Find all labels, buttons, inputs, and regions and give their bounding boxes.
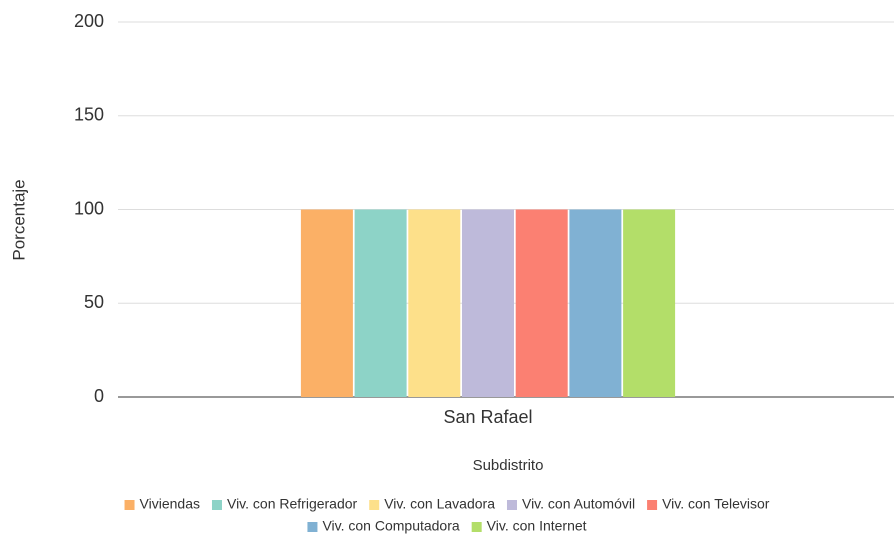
- legend-item: Viviendas: [124, 496, 200, 512]
- x-axis-label: Subdistrito: [473, 457, 544, 474]
- legend-item: Viv. con Computadora: [307, 518, 460, 534]
- legend-item: Viv. con Televisor: [647, 496, 770, 512]
- legend-label: Viv. con Internet: [487, 518, 587, 534]
- legend-swatch: [471, 522, 482, 532]
- legend-item: Viv. con Refrigerador: [211, 496, 358, 512]
- bar: [300, 209, 353, 397]
- legend-label: Viv. con Refrigerador: [227, 496, 358, 512]
- bar: [462, 209, 514, 397]
- y-tick-label: 150: [74, 105, 104, 125]
- bar: [354, 209, 407, 397]
- y-tick-label: 200: [74, 11, 104, 31]
- legend-label: Viv. con Lavadora: [384, 496, 495, 512]
- legend-label: Viv. con Automóvil: [522, 496, 635, 512]
- bar: [569, 209, 622, 397]
- legend-swatch: [124, 500, 135, 510]
- legend-swatch: [369, 500, 380, 510]
- legend-swatch: [506, 500, 517, 510]
- legend-item: Viv. con Lavadora: [369, 496, 495, 512]
- legend-swatch: [211, 500, 222, 510]
- legend-item: Viv. con Internet: [471, 518, 587, 534]
- legend-row: Viviendas Viv. con Refrigerador Viv. con L…: [124, 496, 770, 512]
- legend-label: Viv. con Televisor: [662, 496, 770, 512]
- y-axis-label: Porcentaje: [9, 179, 28, 260]
- legend-swatch: [647, 500, 658, 510]
- y-tick-label: 100: [74, 198, 104, 218]
- bar: [408, 209, 461, 397]
- x-tick-label: San Rafael: [443, 407, 532, 427]
- bar: [515, 209, 568, 397]
- legend-item: Viv. con Automóvil: [506, 496, 635, 512]
- legend-swatch: [307, 522, 318, 532]
- legend-label: Viviendas: [140, 496, 200, 512]
- y-tick-label: 0: [94, 386, 104, 406]
- bar: [623, 209, 676, 397]
- y-tick-label: 50: [84, 292, 104, 312]
- legend-row: Viv. con Computadora Viv. con Internet: [307, 518, 587, 534]
- legend-label: Viv. con Computadora: [322, 518, 459, 534]
